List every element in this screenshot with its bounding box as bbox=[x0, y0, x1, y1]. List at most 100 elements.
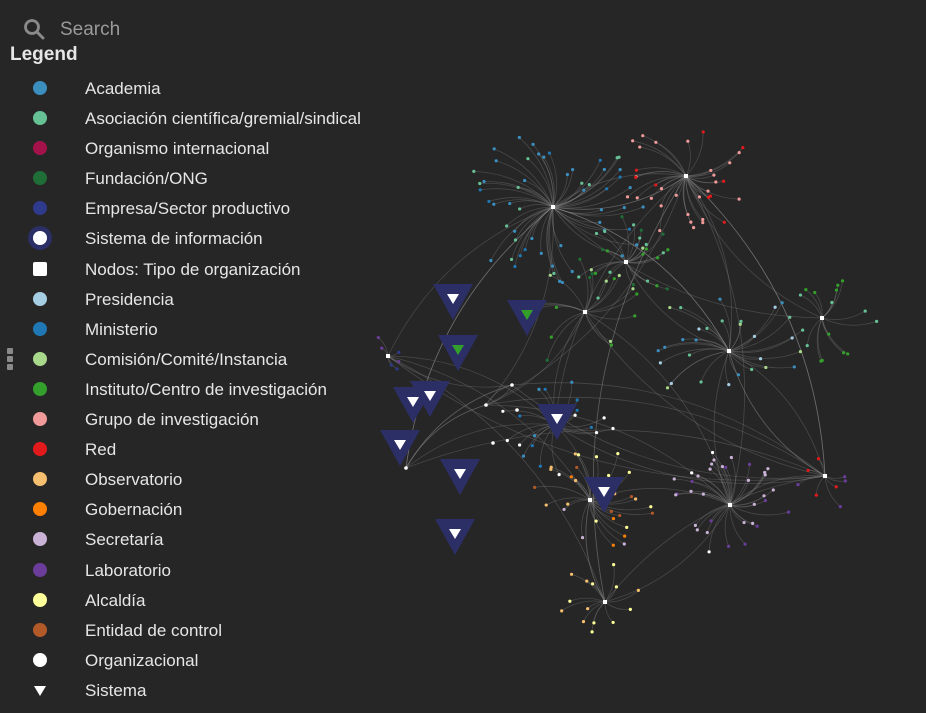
graph-node bbox=[608, 270, 612, 274]
graph-edge bbox=[685, 175, 826, 477]
graph-node bbox=[607, 473, 611, 478]
graph-edge bbox=[721, 320, 730, 352]
graph-node bbox=[727, 544, 731, 548]
graph-edge bbox=[604, 231, 627, 263]
graph-node bbox=[622, 206, 626, 210]
graph-edge bbox=[511, 382, 826, 477]
graph-node bbox=[404, 466, 408, 470]
graph-edge bbox=[387, 355, 606, 603]
graph-node bbox=[603, 229, 607, 233]
graph-node bbox=[594, 430, 599, 435]
graph-edge bbox=[729, 489, 774, 506]
graph-node bbox=[721, 179, 726, 183]
graph-node bbox=[655, 284, 659, 288]
graph-node bbox=[620, 254, 624, 258]
legend-label: Gobernación bbox=[85, 500, 183, 520]
graph-edge bbox=[815, 475, 826, 496]
graph-node bbox=[672, 477, 676, 481]
dot-marker-icon bbox=[33, 171, 47, 186]
graph-node bbox=[573, 413, 577, 417]
graph-node bbox=[787, 510, 791, 514]
graph-node bbox=[689, 489, 693, 493]
graph-edge bbox=[387, 206, 554, 357]
graph-edge bbox=[561, 600, 606, 612]
legend-item: Alcaldía bbox=[0, 585, 400, 615]
dot-marker-icon bbox=[33, 141, 47, 156]
graph-edge bbox=[552, 160, 601, 208]
graph-node bbox=[625, 195, 630, 199]
search-input[interactable] bbox=[58, 14, 362, 46]
graph-node bbox=[705, 326, 709, 330]
graph-node bbox=[611, 426, 615, 431]
graph-node bbox=[707, 550, 711, 554]
graph-edge bbox=[821, 289, 837, 319]
graph-node bbox=[636, 588, 640, 593]
graph-edge bbox=[821, 317, 844, 354]
graph-hub-node bbox=[603, 600, 607, 604]
graph-edge bbox=[519, 424, 556, 446]
graph-edge bbox=[728, 350, 761, 360]
graph-edge bbox=[729, 474, 766, 506]
graph-edge bbox=[817, 317, 823, 361]
graph-node bbox=[696, 474, 700, 478]
graph-edge bbox=[552, 206, 730, 352]
graph-edge bbox=[552, 206, 602, 214]
graph-edge bbox=[581, 499, 591, 538]
graph-edge bbox=[485, 384, 513, 406]
graph-node bbox=[659, 204, 663, 208]
graph-node bbox=[575, 465, 579, 470]
graph-edge bbox=[636, 167, 687, 177]
graph-node bbox=[712, 173, 716, 177]
graph-node bbox=[635, 196, 639, 200]
graph-node bbox=[565, 172, 570, 177]
graph-node bbox=[634, 168, 639, 172]
graph-node bbox=[720, 464, 724, 469]
graph-edge bbox=[821, 317, 877, 326]
graph-edge bbox=[706, 504, 731, 533]
graph-node bbox=[508, 201, 512, 206]
graph-node bbox=[627, 470, 631, 474]
graph-edge bbox=[552, 157, 618, 208]
system-node bbox=[424, 391, 436, 401]
graph-node bbox=[491, 441, 495, 445]
search-icon[interactable] bbox=[23, 18, 45, 40]
graph-edge bbox=[685, 174, 715, 179]
legend-marker bbox=[33, 111, 47, 126]
graph-edge bbox=[685, 175, 725, 223]
graph-edge bbox=[729, 500, 766, 508]
graph-node bbox=[602, 416, 606, 420]
graph-edge bbox=[532, 144, 554, 208]
graph-node bbox=[687, 353, 692, 357]
graph-node bbox=[505, 224, 509, 228]
legend-title: Legend bbox=[10, 44, 78, 65]
graph-node bbox=[708, 467, 712, 471]
graph-edge bbox=[548, 206, 560, 282]
graph-edge bbox=[625, 248, 647, 263]
panel-resize-handle[interactable] bbox=[7, 348, 15, 372]
graph-edge bbox=[685, 175, 826, 477]
graph-edge bbox=[683, 175, 692, 223]
graph-node bbox=[737, 151, 741, 155]
graph-node bbox=[625, 525, 629, 529]
graph-node bbox=[758, 357, 763, 361]
graph-node bbox=[605, 249, 609, 253]
graph-edge bbox=[797, 475, 826, 485]
graph-edge bbox=[552, 183, 583, 208]
graph-edge bbox=[708, 504, 731, 552]
graph-node bbox=[645, 279, 650, 283]
legend-item: Fundación/ONG bbox=[0, 163, 400, 193]
graph-hub-node bbox=[823, 474, 827, 478]
graph-edge bbox=[685, 175, 704, 223]
graph-node bbox=[741, 146, 745, 150]
graph-node bbox=[706, 189, 710, 193]
graph-node bbox=[714, 180, 718, 184]
graph-edge bbox=[685, 175, 740, 200]
legend-label: Fundación/ONG bbox=[85, 169, 208, 189]
graph-node bbox=[484, 403, 488, 407]
graph-node bbox=[585, 579, 589, 583]
graph-node bbox=[587, 182, 591, 187]
graph-node bbox=[641, 134, 645, 138]
graph-node bbox=[674, 193, 678, 197]
graph-edge bbox=[589, 499, 651, 511]
